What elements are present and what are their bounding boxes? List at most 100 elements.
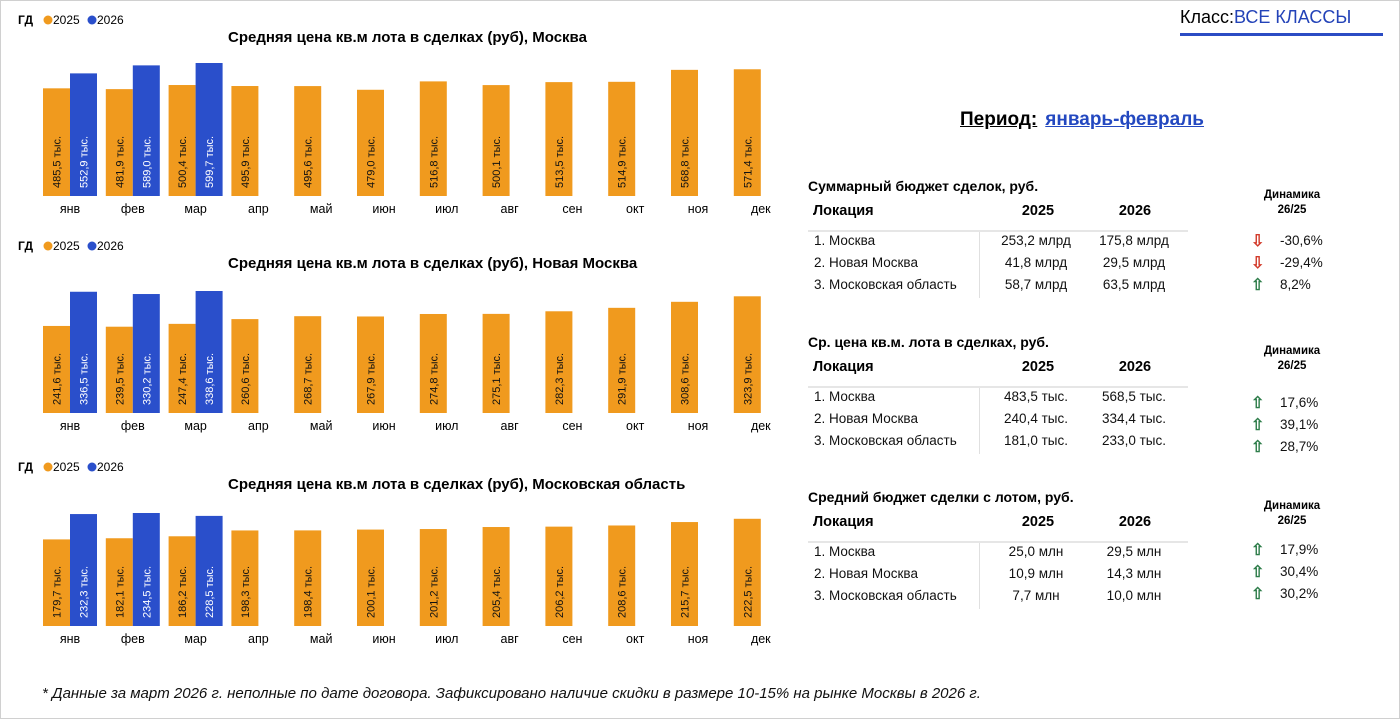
data-label: 308,6 тыс. — [680, 353, 692, 405]
x-tick-label: авг — [501, 419, 520, 433]
arrow-down-icon: ⇩ — [1251, 255, 1265, 272]
x-tick-label: июл — [435, 202, 458, 216]
dynamics-header: Динамика — [1263, 345, 1321, 357]
data-label: 268,7 тыс. — [303, 353, 315, 405]
arrow-up-icon: ⇧ — [1251, 395, 1265, 412]
data-label: 291,9 тыс. — [617, 353, 629, 405]
bar-2025-май — [294, 86, 322, 196]
x-tick-label: окт — [626, 202, 645, 216]
x-tick-label: ноя — [688, 632, 709, 646]
x-tick-label: ноя — [688, 419, 709, 433]
bar-2026-мар — [195, 291, 223, 413]
column-divider — [979, 543, 980, 609]
data-label: 201,2 тыс. — [428, 566, 440, 618]
x-tick-label: июл — [435, 419, 458, 433]
x-tick-label: сен — [562, 419, 582, 433]
bar-2025-мар — [168, 85, 196, 196]
bar-2025-июн — [357, 89, 384, 196]
column-header-location: Локация — [813, 514, 874, 530]
data-label: 500,4 тыс. — [177, 136, 189, 188]
row-value-2026: 175,8 млрд — [1099, 233, 1169, 248]
row-value-2025: 25,0 млн — [1008, 544, 1064, 559]
x-tick-label: фев — [121, 202, 145, 216]
charts-area: ГД 2025 2026 Средняя цена кв.м лота в сделк… — [18, 13, 771, 646]
x-tick-label: май — [310, 419, 333, 433]
x-tick-label: фев — [121, 632, 145, 646]
bar-2025-янв — [43, 88, 70, 196]
data-label: 232,3 тыс. — [79, 566, 91, 618]
data-label: 241,6 тыс. — [52, 353, 64, 405]
row-value-2026: 334,4 тыс. — [1102, 411, 1166, 426]
bar-2026-янв — [70, 291, 97, 413]
data-label: 516,8 тыс. — [428, 136, 440, 188]
bar-2025-мар — [168, 323, 196, 413]
legend-marker-2025 — [43, 241, 53, 251]
bar-2025-янв — [43, 539, 70, 626]
header-rule — [808, 386, 1188, 388]
legend-marker-2026 — [87, 462, 97, 472]
row-value-2025: 240,4 тыс. — [1004, 411, 1068, 426]
x-tick-label: сен — [562, 202, 582, 216]
row-value-2026: 29,5 млрд — [1102, 255, 1166, 270]
bar-2025-сен — [545, 82, 573, 196]
row-dynamics: -29,4% — [1280, 255, 1323, 270]
data-label: 215,7 тыс. — [680, 566, 692, 618]
legend-prefix: ГД — [18, 460, 34, 474]
data-label: 599,7 тыс. — [204, 136, 216, 188]
legend-label-2026: 2026 — [97, 460, 124, 474]
class-filter[interactable]: Класс:ВСЕ КЛАССЫ — [1180, 7, 1351, 28]
data-label: 336,5 тыс. — [79, 353, 91, 405]
table-title: Средний бюджет сделки с лотом, руб. — [808, 489, 1074, 505]
x-tick-label: июн — [372, 202, 395, 216]
column-header-2026: 2026 — [1118, 514, 1152, 530]
bar-2025-авг — [482, 527, 510, 626]
data-label: 205,4 тыс. — [491, 566, 503, 618]
dynamics-header-period: 26/25 — [1277, 360, 1307, 372]
x-tick-label: окт — [626, 419, 645, 433]
class-value[interactable]: ВСЕ КЛАССЫ — [1234, 7, 1352, 27]
bar-2025-июл — [419, 313, 447, 413]
chart-1: ГД 2025 2026 Средняя цена кв.м лота в сделк… — [18, 13, 771, 216]
x-tick-label: сен — [562, 632, 582, 646]
data-label: 275,1 тыс. — [491, 353, 503, 405]
row-value-2026: 29,5 млн — [1106, 544, 1162, 559]
bar-2025-ноя — [671, 301, 698, 413]
legend-label-2026: 2026 — [97, 13, 124, 27]
bar-2025-июн — [357, 529, 384, 626]
legend-marker-2025 — [43, 15, 53, 25]
column-header-2025: 2025 — [1021, 359, 1055, 375]
bar-2025-янв — [43, 325, 70, 413]
data-label: 495,9 тыс. — [240, 136, 252, 188]
data-label: 274,8 тыс. — [428, 353, 440, 405]
data-label: 552,9 тыс. — [79, 136, 91, 188]
column-header-2025: 2025 — [1021, 203, 1055, 219]
x-tick-label: дек — [751, 632, 771, 646]
row-value-2025: 58,7 млрд — [1004, 277, 1068, 292]
row-dynamics: 30,4% — [1280, 564, 1319, 579]
data-label: 222,5 тыс. — [742, 566, 754, 618]
row-dynamics: 8,2% — [1280, 277, 1311, 292]
data-label: 247,4 тыс. — [177, 353, 189, 405]
period-value[interactable]: январь-февраль — [1045, 109, 1204, 130]
legend-label-2025: 2025 — [53, 239, 80, 253]
data-label: 179,7 тыс. — [52, 566, 64, 618]
bar-2025-апр — [231, 86, 259, 196]
arrow-up-icon: ⇧ — [1251, 277, 1265, 294]
footnote: * Данные за март 2026 г. неполные по дат… — [42, 685, 981, 702]
header-rule — [808, 230, 1188, 232]
dynamics-header: Динамика — [1263, 189, 1321, 201]
bar-2025-авг — [482, 85, 510, 196]
column-header-2026: 2026 — [1118, 359, 1152, 375]
chart-3: ГД 2025 2026 Средняя цена кв.м лота в сделк… — [18, 460, 771, 646]
row-location: 2. Новая Москва — [814, 411, 918, 426]
legend-marker-2026 — [87, 241, 97, 251]
legend-label-2025: 2025 — [53, 460, 80, 474]
bar-2025-май — [294, 530, 322, 626]
arrow-up-icon: ⇧ — [1251, 586, 1265, 603]
chart-title: Средняя цена кв.м лота в сделках (руб), … — [228, 255, 638, 272]
class-label: Класс: — [1180, 7, 1234, 27]
x-tick-label: ноя — [688, 202, 709, 216]
x-tick-label: мар — [184, 202, 207, 216]
x-tick-label: июн — [372, 419, 395, 433]
arrow-down-icon: ⇩ — [1251, 233, 1265, 250]
